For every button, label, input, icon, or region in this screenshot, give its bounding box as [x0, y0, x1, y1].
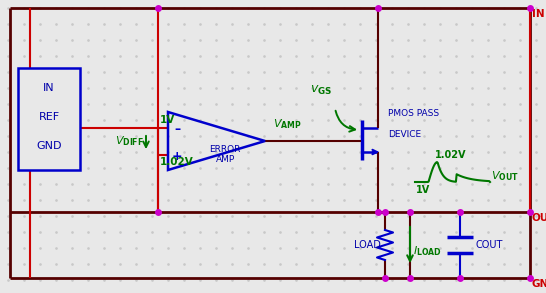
- Text: +: +: [171, 149, 182, 163]
- Text: $v_{\mathregular{GS}}$: $v_{\mathregular{GS}}$: [310, 84, 333, 97]
- Text: 1V: 1V: [160, 115, 175, 125]
- Text: COUT: COUT: [476, 240, 503, 250]
- Bar: [18, 68, 80, 170]
- Text: 1.02V: 1.02V: [160, 157, 194, 167]
- Text: OUT: OUT: [532, 213, 546, 223]
- Text: $V_{\mathregular{OUT}}$: $V_{\mathregular{OUT}}$: [491, 169, 519, 183]
- Text: GND: GND: [36, 141, 62, 151]
- Text: LOAD: LOAD: [354, 240, 381, 250]
- Text: $V_{\mathregular{DIFF}}$: $V_{\mathregular{DIFF}}$: [115, 134, 144, 148]
- Text: –: –: [174, 122, 180, 135]
- Text: ERROR: ERROR: [210, 144, 241, 154]
- Text: PMOS PASS: PMOS PASS: [388, 109, 439, 118]
- Text: $V_{\mathregular{AMP}}$: $V_{\mathregular{AMP}}$: [273, 117, 302, 131]
- Text: DEVICE: DEVICE: [388, 130, 421, 139]
- Text: $I_{\mathregular{LOAD}}$: $I_{\mathregular{LOAD}}$: [413, 244, 442, 258]
- Text: 1.02V: 1.02V: [435, 150, 466, 160]
- Text: REF: REF: [38, 112, 60, 122]
- Text: IN: IN: [43, 83, 55, 93]
- Text: 1V: 1V: [416, 185, 430, 195]
- Text: GND: GND: [532, 279, 546, 289]
- Text: IN: IN: [532, 9, 544, 19]
- Text: AMP: AMP: [216, 154, 235, 163]
